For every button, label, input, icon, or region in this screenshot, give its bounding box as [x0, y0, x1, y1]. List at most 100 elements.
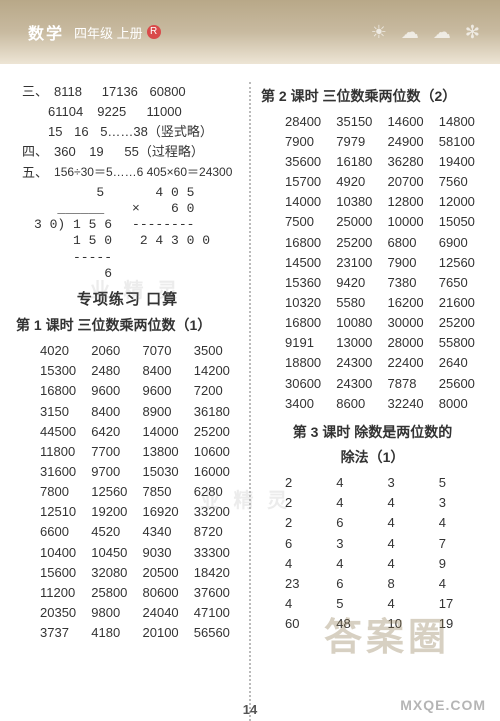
cell: 20350: [34, 603, 85, 623]
cell: 7979: [330, 132, 381, 152]
cell: [204, 142, 239, 162]
cell: 4: [382, 513, 433, 533]
cell: 19400: [433, 152, 484, 172]
cell: 28400: [279, 112, 330, 132]
cell: 7850: [137, 482, 188, 502]
cell: 8400: [137, 361, 188, 381]
table-row: 34008600322408000: [261, 394, 484, 414]
cell: 4: [330, 554, 381, 574]
cell: 3400: [279, 394, 330, 414]
table-row: 9191130002800055800: [261, 333, 484, 353]
cell: 12560: [433, 253, 484, 273]
cell: 10: [382, 614, 433, 634]
cell: 25800: [85, 583, 136, 603]
table-row: 2035098002404047100: [16, 603, 239, 623]
subject-label: 数学: [28, 20, 64, 44]
table-row: 78001256078506280: [16, 482, 239, 502]
row-label: [16, 122, 42, 142]
cell: 7560: [433, 172, 484, 192]
cell: 12560: [85, 482, 136, 502]
page-number: 14: [0, 702, 500, 717]
cell: 47100: [188, 603, 239, 623]
cell: 28000: [382, 333, 433, 353]
cell: 19200: [85, 502, 136, 522]
cell: 19: [83, 142, 118, 162]
table-row: 1180077001380010600: [16, 442, 239, 462]
special-practice-title: 专项练习 口算: [16, 288, 239, 311]
table-row: 28400351501460014800: [261, 112, 484, 132]
cell: 9800: [85, 603, 136, 623]
cell: 18800: [279, 353, 330, 373]
cell: 15300: [34, 361, 85, 381]
page-header: 数学 四年级 上册 R ☀ ☁ ☁ ✻: [0, 0, 500, 64]
table-row: 4449: [261, 554, 484, 574]
cell: 24040: [137, 603, 188, 623]
cell: 4: [433, 574, 484, 594]
cell: 11200: [34, 583, 85, 603]
row-label: 四、: [16, 142, 48, 162]
cell: 14800: [433, 112, 484, 132]
cell: 11000: [141, 102, 190, 122]
cell: 8118: [48, 82, 96, 102]
cell: 7878: [382, 374, 433, 394]
table-row: 16800960096007200: [16, 381, 239, 401]
cell: 360: [48, 142, 83, 162]
table-row: 三、81181713660800: [16, 82, 239, 102]
cell: 4: [330, 473, 381, 493]
cell: 4: [382, 493, 433, 513]
cell: [191, 82, 239, 102]
cell: 6800: [382, 233, 433, 253]
cell: 36180: [188, 402, 239, 422]
cell: 21600: [433, 293, 484, 313]
cell: 4: [279, 554, 330, 574]
table-row: 1040010450903033300: [16, 543, 239, 563]
lesson-3-title-a: 第 3 课时 除数是两位数的: [261, 422, 484, 444]
cell: 10450: [85, 543, 136, 563]
cell: 7900: [279, 132, 330, 152]
cell: 25200: [330, 233, 381, 253]
table-row: 23684: [261, 574, 484, 594]
cell: 23100: [330, 253, 381, 273]
cell: 7700: [85, 442, 136, 462]
cell: 16200: [382, 293, 433, 313]
cell: 5580: [330, 293, 381, 313]
table-row: 12510192001692033200: [16, 502, 239, 522]
cell: 25200: [433, 313, 484, 333]
cell: 10600: [188, 442, 239, 462]
cell: 18420: [188, 563, 239, 583]
cell: 32240: [382, 394, 433, 414]
cell: 9700: [85, 462, 136, 482]
right-column: 第 2 课时 三位数乘两位数（2） 2840035150146001480079…: [253, 82, 492, 721]
table-row: 4020206070703500: [16, 341, 239, 361]
table-row: 1450023100790012560: [261, 253, 484, 273]
cell: 9191: [279, 333, 330, 353]
cell: 4920: [330, 172, 381, 192]
cell: 10400: [34, 543, 85, 563]
table-row: 3160097001503016000: [16, 462, 239, 482]
cell: 24300: [330, 353, 381, 373]
left-column: 三、811817136608006110492251100015165……38（…: [8, 82, 247, 721]
table-row: 153002480840014200: [16, 361, 239, 381]
column-divider: [249, 82, 251, 721]
cell: 7800: [34, 482, 85, 502]
cell: [190, 102, 239, 122]
cell: 4020: [34, 341, 85, 361]
cell: 35600: [279, 152, 330, 172]
sec5-label: 五、: [16, 163, 48, 183]
cell: 25000: [330, 212, 381, 232]
header-decor: ☀ ☁ ☁ ✻: [371, 0, 500, 64]
cell: 6: [330, 513, 381, 533]
cell: 4: [279, 594, 330, 614]
cell: 4180: [85, 623, 136, 643]
cell: 4: [330, 493, 381, 513]
cell: 55800: [433, 333, 484, 353]
cell: 23: [279, 574, 330, 594]
section-4: 四、3601955（过程略）: [16, 142, 239, 162]
cloud-icon: ☁: [401, 22, 419, 43]
table-row: 四、3601955（过程略）: [16, 142, 239, 162]
cell: 19: [433, 614, 484, 634]
table-row: 4450064201400025200: [16, 422, 239, 442]
cell: 48: [330, 614, 381, 634]
cell: 15700: [279, 172, 330, 192]
cell: 10320: [279, 293, 330, 313]
